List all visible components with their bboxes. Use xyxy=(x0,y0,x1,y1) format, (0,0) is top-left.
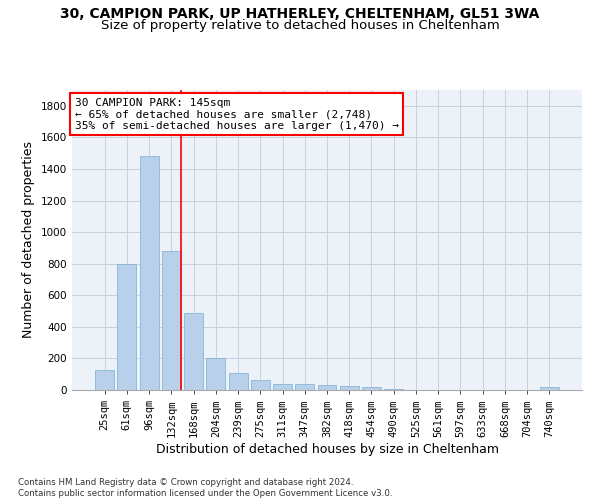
Text: 30, CAMPION PARK, UP HATHERLEY, CHELTENHAM, GL51 3WA: 30, CAMPION PARK, UP HATHERLEY, CHELTENH… xyxy=(61,8,539,22)
Bar xyxy=(162,251,181,390)
Text: Size of property relative to detached houses in Cheltenham: Size of property relative to detached ho… xyxy=(101,19,499,32)
Text: Distribution of detached houses by size in Cheltenham: Distribution of detached houses by size … xyxy=(155,442,499,456)
Bar xyxy=(184,312,203,390)
Bar xyxy=(295,384,314,390)
Bar xyxy=(229,374,248,390)
Bar xyxy=(251,380,270,390)
Bar xyxy=(140,156,158,390)
Bar xyxy=(95,370,114,390)
Bar xyxy=(273,384,292,390)
Bar xyxy=(362,387,381,390)
Y-axis label: Number of detached properties: Number of detached properties xyxy=(22,142,35,338)
Bar xyxy=(384,389,403,390)
Bar xyxy=(206,358,225,390)
Text: 30 CAMPION PARK: 145sqm
← 65% of detached houses are smaller (2,748)
35% of semi: 30 CAMPION PARK: 145sqm ← 65% of detache… xyxy=(74,98,398,130)
Text: Contains HM Land Registry data © Crown copyright and database right 2024.
Contai: Contains HM Land Registry data © Crown c… xyxy=(18,478,392,498)
Bar xyxy=(340,386,359,390)
Bar xyxy=(118,264,136,390)
Bar xyxy=(317,386,337,390)
Bar xyxy=(540,387,559,390)
